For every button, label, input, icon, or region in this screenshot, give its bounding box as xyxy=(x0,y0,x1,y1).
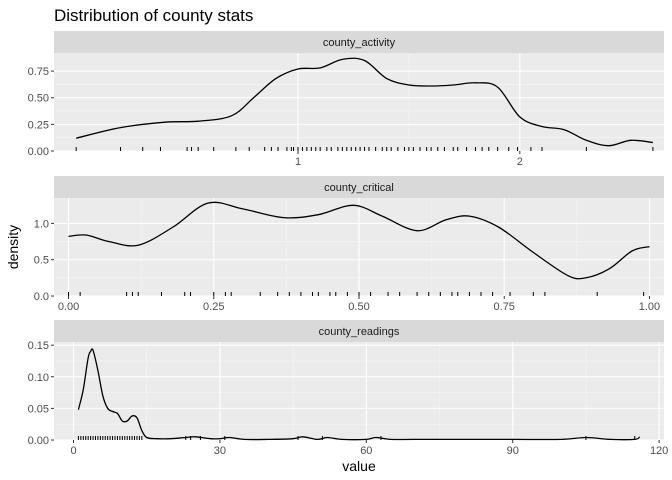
x-tick-label: 30 xyxy=(214,445,226,457)
panel-background xyxy=(54,342,664,440)
y-tick-label: 0.25 xyxy=(28,119,49,131)
y-tick-label: 1.0 xyxy=(34,218,49,230)
x-tick-label: 0.50 xyxy=(348,301,369,313)
y-axis-title: density xyxy=(5,225,21,269)
chart-title: Distribution of county stats xyxy=(54,6,253,25)
facet-strip xyxy=(54,176,664,198)
facet-strip xyxy=(54,320,664,342)
facet-strip-label: county_activity xyxy=(323,37,396,49)
x-tick-label: 2 xyxy=(517,156,523,168)
y-tick-label: 0.50 xyxy=(28,93,49,105)
y-tick-label: 0.00 xyxy=(28,435,49,447)
facet-strip-label: county_readings xyxy=(319,326,400,338)
density-line xyxy=(76,57,653,147)
y-tick-label: 0.75 xyxy=(28,66,49,78)
facet-strip xyxy=(54,31,664,53)
x-tick-label: 60 xyxy=(360,445,372,457)
x-tick-label: 1.00 xyxy=(639,301,660,313)
facet-strip-label: county_critical xyxy=(324,182,394,194)
y-tick-label: 0.0 xyxy=(34,291,49,303)
facet-panel-county_readings: county_readings 0 30 60 90 120 0.00 0.05 0.10 0.1… xyxy=(28,320,668,457)
y-tick-label: 0.00 xyxy=(28,146,49,158)
density-line xyxy=(68,201,650,280)
y-tick-label: 0.10 xyxy=(28,372,49,384)
x-tick-label: 0.00 xyxy=(58,301,79,313)
x-tick-label: 0.75 xyxy=(494,301,515,313)
x-axis-title: value xyxy=(342,458,376,474)
y-tick-label: 0.05 xyxy=(28,403,49,415)
panel-background xyxy=(54,53,664,151)
y-tick-label: 0.5 xyxy=(34,255,49,267)
facet-panel-county_activity: county_activity 1 2 0.00 0.25 0.50 0.75 xyxy=(28,31,664,168)
x-tick-label: 120 xyxy=(650,445,668,457)
x-tick-label: 0.25 xyxy=(203,301,224,313)
y-tick-label: 0.15 xyxy=(28,340,49,352)
density-line xyxy=(77,348,641,441)
x-tick-label: 90 xyxy=(507,445,519,457)
facet-panel-county_critical: county_critical 0.00 0.25 0.50 0.75 1.00 0.0 0.… xyxy=(34,176,664,313)
x-tick-label: 0 xyxy=(70,445,76,457)
x-tick-label: 1 xyxy=(295,156,301,168)
